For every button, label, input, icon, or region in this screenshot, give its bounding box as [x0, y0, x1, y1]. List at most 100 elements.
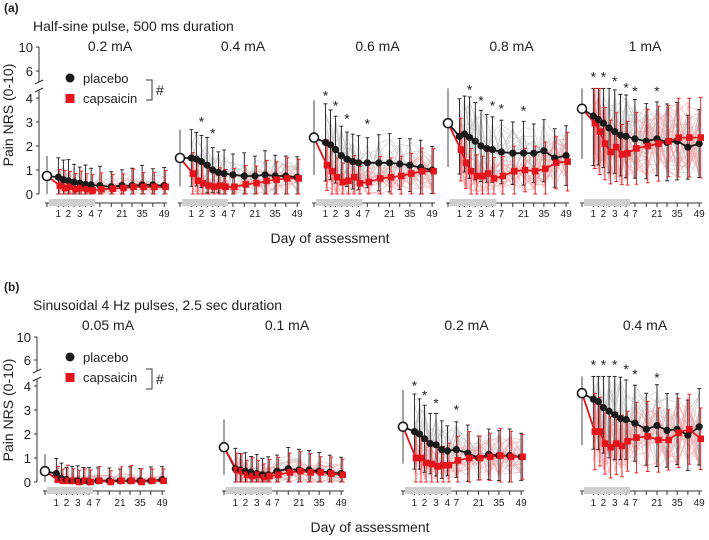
capsaicin-mean-point: [253, 179, 260, 187]
x-tick-label: 35: [672, 498, 684, 509]
baseline-point: [39, 465, 51, 477]
x-tick-label: 2: [64, 498, 70, 509]
placebo-mean-point: [642, 425, 650, 433]
significance-asterisk: *: [654, 83, 660, 99]
capsaicin-mean-point: [317, 469, 324, 476]
x-tick-label: 3: [254, 498, 260, 509]
capsaicin-mean-point: [473, 172, 481, 180]
capsaicin-individual-trace: [592, 406, 700, 474]
capsaicin-mean-point: [465, 454, 473, 462]
x-tick-label: 1: [412, 498, 418, 509]
capsaicin-mean-point: [118, 477, 125, 485]
placebo-mean-point: [426, 440, 434, 448]
placebo-mean-point: [653, 422, 661, 430]
x-tick-label: 2: [601, 209, 607, 220]
x-tick-label: 4: [356, 209, 362, 220]
capsaicin-mean-point: [552, 159, 560, 167]
x-tick-label: 4: [265, 498, 271, 509]
x-tick-label: 7: [230, 209, 236, 220]
placebo-mean-point: [452, 446, 460, 454]
placebo-mean-point: [420, 435, 429, 443]
placebo-mean-point: [363, 159, 371, 167]
placebo-mean-point: [354, 159, 363, 167]
placebo-mean-point: [337, 152, 345, 160]
significance-asterisk: *: [422, 387, 428, 403]
capsaicin-mean-point: [222, 183, 229, 191]
x-tick-label: 49: [561, 209, 573, 220]
capsaicin-mean-point: [75, 478, 83, 486]
capsaicin-mean-point: [387, 173, 395, 181]
x-tick-label: 3: [433, 498, 439, 509]
significance-asterisk: *: [591, 357, 597, 373]
significance-asterisk: *: [632, 83, 638, 99]
significance-asterisk: *: [333, 97, 339, 113]
legend-placebo-marker: [65, 73, 75, 83]
capsaicin-individual-trace: [191, 168, 298, 195]
y-axis-break-mark: [34, 79, 44, 85]
significance-asterisk: *: [499, 101, 505, 117]
placebo-mean-point: [197, 158, 206, 166]
capsaicin-mean-point: [356, 179, 364, 187]
treatment-period-bar: [405, 487, 452, 494]
placebo-mean-point: [594, 116, 602, 124]
capsaicin-mean-point: [428, 460, 436, 468]
placebo-mean-point: [695, 423, 703, 431]
capsaicin-mean-point: [439, 461, 447, 469]
capsaicin-mean-point: [675, 429, 682, 437]
placebo-mean-point: [443, 447, 452, 455]
capsaicin-mean-point: [697, 435, 704, 443]
legend-group-effect-marker: #: [156, 371, 164, 387]
x-tick-label: 7: [454, 498, 460, 509]
placebo-mean-point: [220, 170, 228, 178]
capsaicin-individual-trace: [592, 112, 700, 182]
placebo-individual-trace: [414, 407, 522, 474]
capsaicin-mean-point: [189, 170, 197, 177]
capsaicin-mean-point: [612, 143, 620, 151]
capsaicin-mean-point: [596, 128, 604, 135]
capsaicin-mean-point: [462, 159, 470, 167]
capsaicin-mean-point: [284, 175, 291, 182]
capsaicin-mean-point: [140, 183, 147, 191]
subplot-title: 0.2 mA: [444, 317, 489, 333]
x-tick-label: 35: [538, 209, 550, 220]
significance-asterisk: *: [199, 114, 205, 130]
y-tick-label: 3: [26, 115, 33, 130]
legend-bracket: [146, 79, 153, 101]
y-tick-label: 3: [24, 403, 31, 418]
capsaicin-mean-point: [64, 477, 72, 485]
legend-group-effect-marker: #: [156, 82, 164, 98]
baseline-point: [397, 421, 409, 433]
x-tick-label: 21: [116, 209, 128, 220]
y-tick-label: 4: [24, 379, 31, 394]
subplot-0_2-mA: 0.2 mA 1 2 3 4 7 21 35 49: [41, 38, 170, 220]
x-tick-label: 4: [490, 209, 496, 220]
capsaicin-individual-trace: [325, 156, 433, 194]
significance-asterisk: *: [591, 69, 597, 85]
placebo-mean-point: [684, 143, 692, 151]
x-tick-label: 1: [54, 498, 60, 509]
capsaicin-mean-point: [333, 173, 341, 181]
y-tick-label: 2: [26, 139, 33, 154]
capsaicin-mean-point: [644, 433, 652, 440]
significance-asterisk: *: [412, 377, 418, 393]
capsaicin-mean-point: [499, 172, 507, 180]
x-tick-label: 21: [651, 209, 663, 220]
significance-asterisk: *: [323, 88, 329, 104]
placebo-mean-point: [540, 147, 548, 155]
x-tick-label: 49: [157, 498, 169, 509]
placebo-mean-point: [611, 128, 619, 136]
placebo-mean-point: [331, 146, 340, 154]
capsaicin-mean-point: [328, 167, 336, 175]
baseline-point: [41, 170, 53, 182]
capsaicin-mean-point: [231, 183, 238, 191]
x-tick-label: 49: [694, 209, 706, 220]
placebo-mean-point: [251, 172, 259, 180]
capsaicin-mean-point: [339, 471, 346, 479]
capsaicin-mean-point: [243, 471, 251, 479]
placebo-mean-point: [663, 426, 671, 434]
placebo-mean-point: [375, 159, 383, 167]
capsaicin-mean-point: [665, 137, 672, 145]
capsaicin-mean-point: [607, 443, 614, 451]
treatment-period-bar: [584, 487, 631, 494]
significance-asterisk: *: [433, 395, 439, 411]
